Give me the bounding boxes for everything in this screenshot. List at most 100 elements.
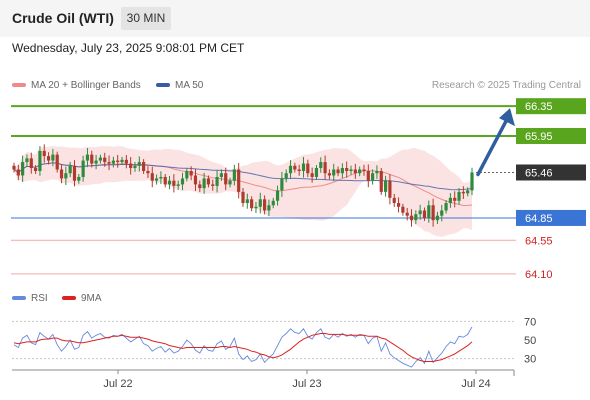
resistance-1-label-box [516, 98, 586, 115]
candle [98, 157, 103, 161]
candle [470, 172, 474, 191]
candle [198, 184, 202, 189]
candle [111, 160, 115, 164]
candle [431, 205, 435, 221]
rsi-tick-label: 70 [524, 316, 536, 328]
candle [133, 165, 137, 169]
header-bar [0, 0, 590, 37]
candle [336, 169, 340, 174]
resistance-2-label-box [516, 127, 586, 144]
candle [275, 190, 280, 201]
candle [284, 173, 288, 179]
candle [418, 210, 422, 215]
candle [94, 160, 98, 164]
rsi-tick-label: 30 [524, 354, 536, 366]
candle [29, 158, 33, 169]
candle [371, 173, 375, 181]
candle [81, 160, 85, 177]
candle [137, 162, 141, 166]
bollinger-swatch [12, 83, 26, 88]
candle [306, 163, 310, 174]
candle [232, 169, 236, 181]
candle [358, 169, 362, 174]
candle [107, 162, 111, 164]
candle [159, 176, 163, 179]
legend-rsi-ma: 9MA [62, 293, 102, 304]
candle [124, 159, 128, 164]
candle [12, 165, 16, 170]
candle [258, 199, 262, 207]
candle [180, 178, 185, 185]
candle [215, 176, 219, 186]
candle [401, 206, 405, 213]
candle [440, 210, 444, 216]
candle [38, 150, 42, 171]
candle [375, 171, 379, 174]
candle [72, 165, 77, 181]
resistance-1-label: 66.35 [525, 101, 553, 113]
candle [16, 169, 20, 176]
candle [163, 176, 167, 185]
candle [461, 191, 465, 194]
candle [250, 199, 254, 209]
rsi-swatch [12, 296, 26, 301]
candle [297, 169, 301, 171]
resistance-2-label: 65.95 [525, 131, 553, 143]
forecast-arrow-shaft [476, 119, 508, 177]
current-price-box [516, 164, 586, 181]
candle [167, 180, 172, 185]
candle [219, 173, 223, 177]
rsi-tick-label: 50 [524, 335, 536, 347]
candle [340, 168, 344, 174]
candle [444, 203, 448, 211]
candle [176, 184, 180, 186]
candle [55, 154, 59, 170]
candle [349, 169, 353, 171]
candle [362, 169, 366, 171]
candle [457, 191, 461, 201]
candle [453, 197, 457, 201]
candle [172, 180, 176, 186]
legend-rsi-label: RSI [31, 293, 48, 304]
candle [237, 169, 241, 192]
support-3-label: 64.10 [525, 269, 553, 281]
timeframe-button[interactable]: 30 MIN [121, 7, 171, 30]
candle [323, 162, 327, 174]
rsi-ma-line [13, 333, 473, 362]
legend-bollinger-label: MA 20 + Bollinger Bands [31, 80, 141, 91]
legend-ma50: MA 50 [156, 80, 203, 91]
candle [301, 163, 306, 171]
candle [116, 160, 120, 163]
candle [435, 215, 440, 221]
candle [448, 197, 452, 204]
candle [90, 154, 94, 164]
candle [202, 178, 206, 189]
candle [366, 171, 370, 181]
candle [288, 165, 293, 174]
support-2-label: 64.55 [525, 235, 553, 247]
candle [466, 190, 470, 194]
candle [228, 180, 232, 185]
candle [310, 173, 314, 177]
candle [64, 173, 68, 179]
candle [211, 184, 215, 186]
candle [25, 158, 29, 163]
candle [34, 168, 38, 171]
candle [77, 176, 81, 181]
candle [85, 154, 90, 161]
candle [379, 171, 383, 192]
x-tick-label: Jul 24 [461, 378, 490, 390]
candle [206, 178, 211, 185]
credit-label: Research © 2025 Trading Central [431, 80, 581, 91]
candle [314, 168, 319, 177]
candle [263, 199, 267, 211]
candle [414, 214, 418, 221]
x-tick-label: Jul 23 [292, 378, 321, 390]
candle [427, 205, 431, 218]
legend-ma50-label: MA 50 [175, 80, 204, 91]
candle [120, 159, 124, 163]
legend-rsi: RSI [12, 293, 48, 304]
candle [332, 169, 336, 176]
candle [293, 165, 297, 170]
